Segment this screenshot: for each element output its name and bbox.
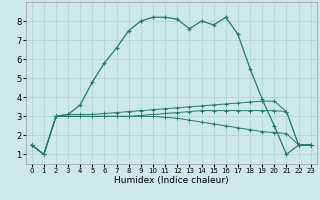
X-axis label: Humidex (Indice chaleur): Humidex (Indice chaleur) [114, 176, 228, 185]
